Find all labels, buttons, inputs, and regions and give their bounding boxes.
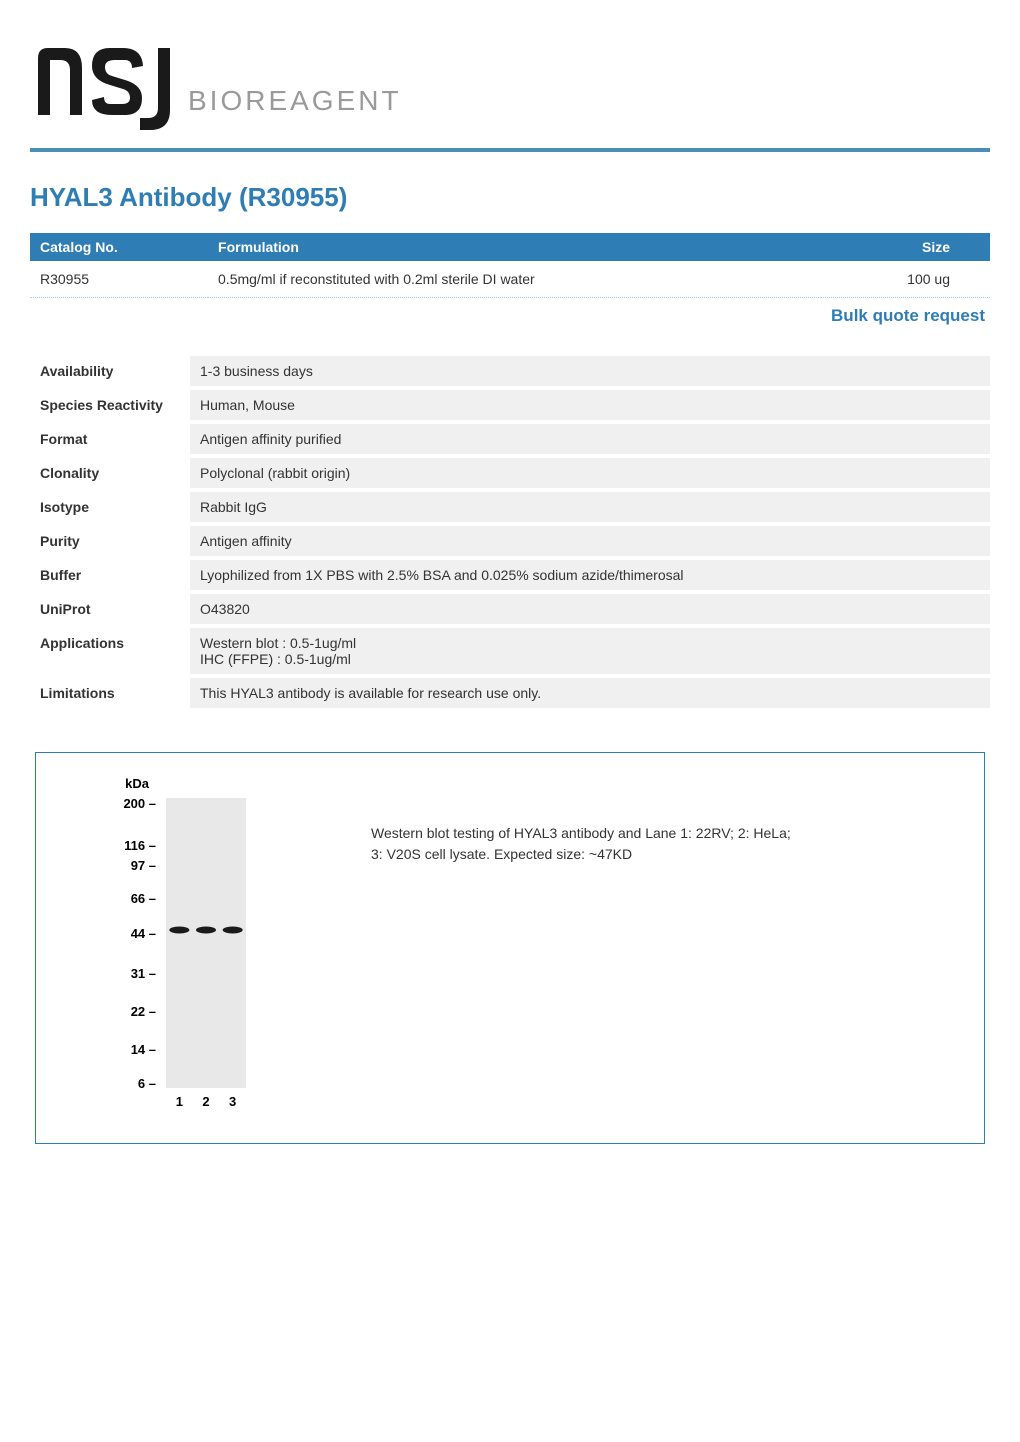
catalog-header-row: Catalog No. Formulation Size: [30, 233, 990, 261]
spec-row: IsotypeRabbit IgG: [30, 492, 990, 522]
svg-text:66 –: 66 –: [131, 891, 156, 906]
bulk-quote-label: Bulk quote request: [831, 306, 985, 325]
catalog-cell: 100 ug: [821, 261, 990, 298]
blot-chart: kDa 200 – 116 – 97 – 66 – 44 – 31 – 22 – 14 – 6 –…: [61, 773, 341, 1123]
spec-key: Format: [30, 424, 190, 454]
spec-key: Applications: [30, 628, 190, 674]
western-blot-figure: kDa 200 – 116 – 97 – 66 – 44 – 31 – 22 – 14 – 6 –…: [35, 752, 985, 1144]
spec-row: PurityAntigen affinity: [30, 526, 990, 556]
bulk-quote-link[interactable]: Bulk quote request: [30, 306, 990, 326]
svg-text:31 –: 31 –: [131, 966, 156, 981]
spec-value: Rabbit IgG: [190, 492, 990, 522]
spec-value: This HYAL3 antibody is available for res…: [190, 678, 990, 708]
catalog-header: Catalog No.: [30, 233, 208, 261]
catalog-row: R30955 0.5mg/ml if reconstituted with 0.…: [30, 261, 990, 298]
spec-value: Antigen affinity: [190, 526, 990, 556]
spec-key: UniProt: [30, 594, 190, 624]
catalog-cell: R30955: [30, 261, 208, 298]
spec-value: O43820: [190, 594, 990, 624]
svg-text:14 –: 14 –: [131, 1042, 156, 1057]
spec-spacer: [30, 708, 990, 712]
logo: BIOREAGENTS: [30, 40, 990, 140]
blot-svg: kDa 200 – 116 – 97 – 66 – 44 – 31 – 22 – 14 – 6 –…: [61, 773, 341, 1118]
spec-key: Limitations: [30, 678, 190, 708]
spec-key: Purity: [30, 526, 190, 556]
svg-text:200 –: 200 –: [123, 796, 156, 811]
spec-key: Availability: [30, 356, 190, 386]
catalog-cell: 0.5mg/ml if reconstituted with 0.2ml ste…: [208, 261, 821, 298]
svg-text:116 –: 116 –: [124, 838, 156, 853]
spec-key: Isotype: [30, 492, 190, 522]
svg-text:22 –: 22 –: [131, 1004, 156, 1019]
blot-caption: Western blot testing of HYAL3 antibody a…: [371, 773, 791, 865]
spec-row: Availability1-3 business days: [30, 356, 990, 386]
svg-text:BIOREAGENTS: BIOREAGENTS: [188, 85, 400, 116]
nsj-logo-svg: BIOREAGENTS: [30, 40, 400, 135]
spec-row: FormatAntigen affinity purified: [30, 424, 990, 454]
page-title: HYAL3 Antibody (R30955): [30, 182, 990, 213]
spec-key: Species Reactivity: [30, 390, 190, 420]
spec-row: UniProtO43820: [30, 594, 990, 624]
spec-value: Polyclonal (rabbit origin): [190, 458, 990, 488]
spec-value: Lyophilized from 1X PBS with 2.5% BSA an…: [190, 560, 990, 590]
spec-value: 1-3 business days: [190, 356, 990, 386]
catalog-header: Size: [821, 233, 990, 261]
logo-divider: [30, 148, 990, 152]
catalog-header: Formulation: [208, 233, 821, 261]
spec-value: Antigen affinity purified: [190, 424, 990, 454]
svg-text:44 –: 44 –: [131, 926, 156, 941]
svg-text:1: 1: [176, 1094, 183, 1109]
svg-text:6 –: 6 –: [138, 1076, 156, 1091]
spec-row: ClonalityPolyclonal (rabbit origin): [30, 458, 990, 488]
spec-value: Human, Mouse: [190, 390, 990, 420]
spec-key: Clonality: [30, 458, 190, 488]
svg-text:97 –: 97 –: [131, 858, 156, 873]
svg-text:2: 2: [202, 1094, 209, 1109]
spec-table: Availability1-3 business daysSpecies Rea…: [30, 356, 990, 712]
spec-row: ApplicationsWestern blot : 0.5-1ug/ml IH…: [30, 628, 990, 674]
catalog-table: Catalog No. Formulation Size R30955 0.5m…: [30, 233, 990, 298]
svg-text:3: 3: [229, 1094, 236, 1109]
spec-row: LimitationsThis HYAL3 antibody is availa…: [30, 678, 990, 708]
spec-row: BufferLyophilized from 1X PBS with 2.5% …: [30, 560, 990, 590]
spec-row: Species ReactivityHuman, Mouse: [30, 390, 990, 420]
spec-key: Buffer: [30, 560, 190, 590]
svg-text:kDa: kDa: [125, 776, 150, 791]
spec-value: Western blot : 0.5-1ug/ml IHC (FFPE) : 0…: [190, 628, 990, 674]
